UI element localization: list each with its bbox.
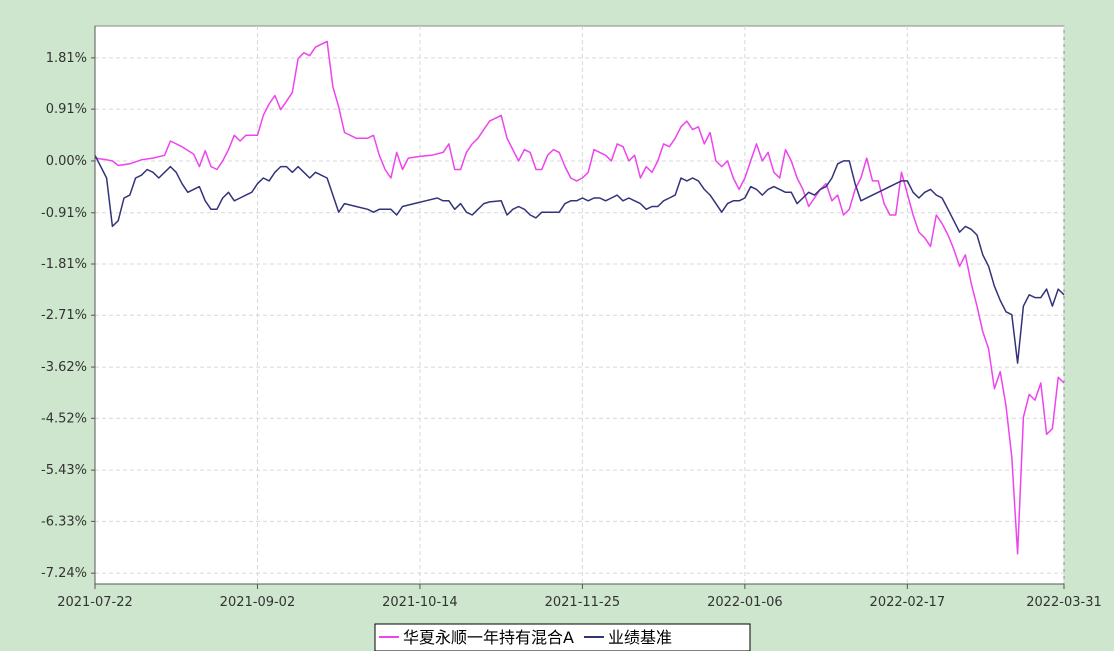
legend: 华夏永顺一年持有混合A 业绩基准	[374, 623, 751, 651]
y-tick-label: -5.43%	[41, 463, 87, 478]
y-tick-label: -2.71%	[41, 308, 87, 323]
y-tick-label: -7.24%	[41, 566, 87, 581]
plot-area	[94, 25, 1065, 585]
y-tick-label: -1.81%	[41, 257, 87, 272]
legend-label-0: 华夏永顺一年持有混合A	[403, 628, 574, 647]
y-tick-label: 0.00%	[46, 154, 87, 169]
x-tick-label: 2021-11-25	[545, 595, 621, 610]
axes: 1.81% 0.91% 0.00% -0.91% -1.81% -2.71% -3.62% -…	[41, 26, 1102, 610]
series-lines	[94, 40, 1065, 555]
y-tick-label: -4.52%	[41, 411, 87, 426]
legend-label-1: 业绩基准	[608, 628, 672, 647]
x-tick-label: 2022-02-17	[870, 595, 946, 610]
series-line-1	[94, 154, 1065, 364]
y-tick-label: 0.91%	[46, 102, 87, 117]
y-tick-label: -6.33%	[41, 514, 87, 529]
x-tick-label: 2021-07-22	[57, 595, 133, 610]
series-line-0	[94, 40, 1065, 555]
y-tick-label: -0.91%	[41, 206, 87, 221]
y-tick-label: 1.81%	[46, 51, 87, 66]
y-tick-label: -3.62%	[41, 360, 87, 375]
x-tick-label: 2021-10-14	[382, 595, 458, 610]
x-tick-label: 2021-09-02	[220, 595, 296, 610]
x-tick-label: 2022-03-31	[1026, 595, 1102, 610]
x-tick-label: 2022-01-06	[707, 595, 783, 610]
legend-box	[374, 623, 751, 651]
